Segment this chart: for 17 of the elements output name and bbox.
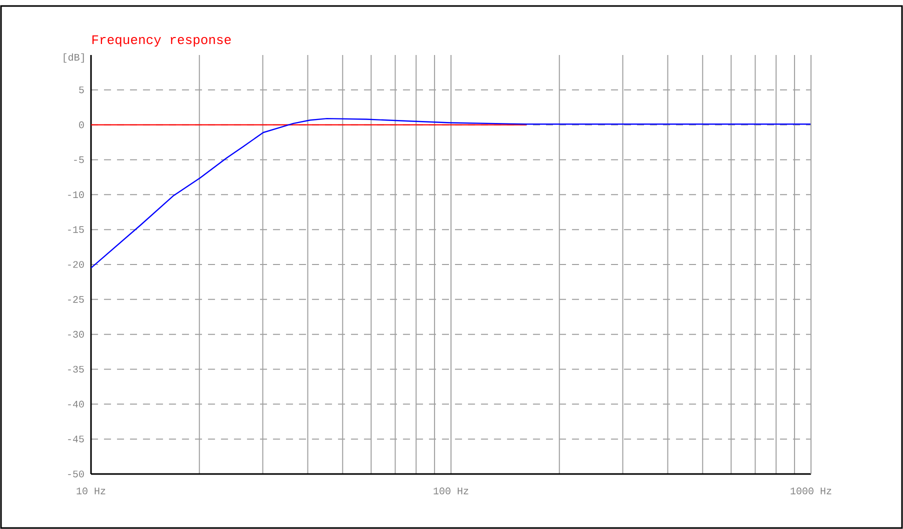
x-tick-label: 100 Hz (434, 488, 468, 494)
y-tick-label: -50 (68, 470, 84, 478)
chart-title: Frequency response (92, 35, 231, 47)
y-tick-label: -25 (68, 296, 84, 303)
y-axis-title: [dB] (64, 53, 84, 63)
y-tick-label: -40 (68, 400, 84, 408)
x-tick-label: 10 Hz (76, 488, 106, 494)
y-tick-label: 0 (79, 121, 84, 128)
y-tick-label: -5 (74, 156, 84, 164)
x-tick-label: 1000 Hz (790, 488, 832, 494)
y-tick-label: 5 (79, 86, 84, 94)
y-tick-label: -30 (68, 330, 84, 338)
y-tick-label: -15 (68, 226, 84, 233)
y-tick-label: -10 (68, 191, 84, 198)
y-tick-label: -35 (68, 366, 84, 373)
y-tick-label: -45 (68, 436, 84, 442)
y-tick-label: -20 (68, 261, 84, 268)
